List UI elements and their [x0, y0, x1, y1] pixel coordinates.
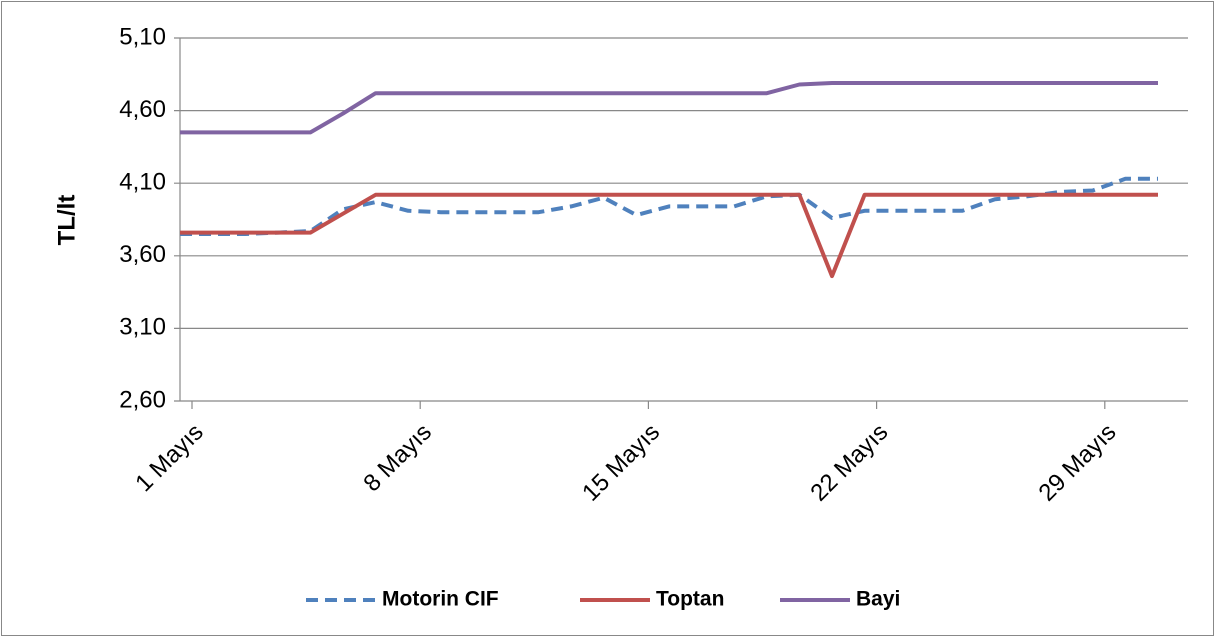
series-line: [180, 192, 1158, 279]
y-tick-label: 4,10: [119, 169, 166, 196]
y-tick-label: 5,10: [119, 23, 166, 50]
y-tick-label: 3,10: [119, 314, 166, 341]
y-tick-label: 4,60: [119, 96, 166, 123]
series-line: [180, 176, 1158, 236]
y-tick-label: 2,60: [119, 386, 166, 413]
legend-label: Motorin CIF: [382, 588, 499, 611]
series-line: [180, 81, 1158, 135]
legend-label: Bayi: [856, 588, 900, 611]
legend-label: Toptan: [656, 588, 724, 611]
y-axis-label: TL/lt: [53, 195, 80, 246]
y-tick-label: 3,60: [119, 241, 166, 268]
